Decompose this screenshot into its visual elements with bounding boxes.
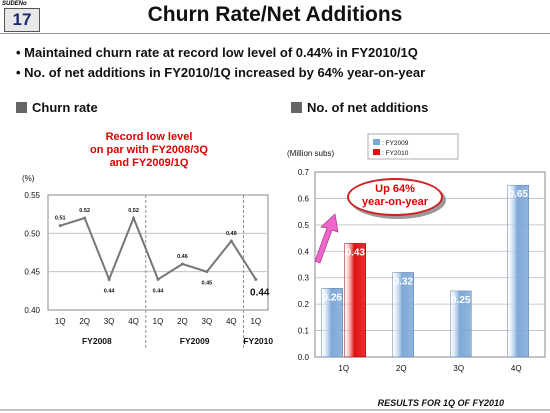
churn-y-tick: 0.45 [24,268,40,277]
churn-data-label: 0.52 [128,208,139,214]
netadd-bar-fy2010 [344,243,366,358]
netadd-y-tick: 0.6 [298,194,310,203]
callout-arrow-icon [314,213,339,264]
churn-data-point [180,262,184,266]
churn-data-label: 0.51 [55,216,66,222]
square-bullet-icon [16,102,27,113]
bullet-net-additions: • No. of net additions in FY2010/1Q incr… [16,65,426,80]
churn-data-label: 0.49 [226,231,237,237]
netadd-x-tick: 4Q [511,364,522,373]
netadd-x-tick: 3Q [453,364,464,373]
yoy-callout: Up 64% year-on-year [347,178,443,216]
churn-rate-chart: (%) 0.55 0.50 0.45 0.40 1Q 2Q 3Q 4Q 1Q 2Q 3Q 4Q 1Q FY2… [22,174,273,350]
legend-label-fy2010: : FY2010 [382,150,409,157]
netadd-bar-fy2009 [321,288,343,358]
churn-data-point [83,216,87,220]
legend-swatch-fy2010 [373,149,380,155]
title-divider [0,33,550,34]
netadd-legend [367,133,459,160]
churn-x-tick: 2Q [177,317,188,326]
yoy-callout-line-1: Up 64% [375,183,415,195]
churn-annotation-line-2: on par with FY2008/3Q [90,144,208,156]
footer-divider [0,409,550,411]
churn-x-tick: 3Q [202,317,213,326]
churn-x-tick: 2Q [79,317,90,326]
churn-annotation-line-1: Record low level [105,131,193,143]
churn-year-group-label: FY2008 [82,336,112,346]
churn-x-tick: 3Q [104,317,115,326]
churn-y-axis-label: (%) [22,174,35,183]
slide-number: 17 [4,8,40,32]
churn-y-tick: 0.50 [24,229,40,238]
netadd-section-heading: No. of net additions [291,100,428,115]
netadd-y-tick: 0.4 [298,247,310,256]
churn-year-group-label: FY2010 [243,336,273,346]
bullet-churn: • Maintained churn rate at record low le… [16,45,418,60]
legend-swatch-fy2009 [373,139,380,145]
churn-data-point [229,239,233,243]
churn-year-group-label: FY2009 [180,336,210,346]
churn-data-point [205,270,209,274]
netadd-x-tick: 2Q [396,364,407,373]
churn-annotation-line-3: and FY2009/1Q [109,157,189,169]
churn-data-point [254,277,258,281]
netadd-x-tick: 1Q [338,364,349,373]
churn-annotation: Record low level on par with FY2008/3Q a… [84,131,214,170]
churn-x-tick: 4Q [128,317,139,326]
churn-y-tick: 0.55 [24,191,40,200]
churn-data-label: 0.44 [153,288,165,294]
net-additions-chart: (Million subs) 0.7 0.6 0.5 0.4 0.3 0.2 0.1 0.0 1Q… [287,133,546,373]
churn-section-heading: Churn rate [16,100,98,115]
churn-data-point [156,277,160,281]
churn-data-point [107,277,111,281]
netadd-data-label: 0.32 [394,276,414,287]
netadd-y-tick: 0.2 [298,300,310,309]
netadd-data-label: 0.26 [323,292,343,303]
churn-data-label: 0.52 [79,208,90,214]
churn-x-tick: 1Q [55,317,66,326]
netadd-y-tick: 0.5 [298,221,310,230]
netadd-y-tick: 0.1 [298,327,310,336]
page-title: Churn Rate/Net Additions [147,3,403,26]
churn-data-label: 0.45 [202,281,213,287]
footer-text: RESULTS FOR 1Q OF FY2010 [377,398,504,408]
netadd-section-title: No. of net additions [307,100,429,115]
slide-number-label: SUDENo [2,1,27,7]
netadd-y-tick: 0.7 [298,168,310,177]
churn-plot-area [47,194,269,311]
netadd-data-label: 0.25 [451,295,471,306]
netadd-data-label: 0.65 [509,189,529,200]
netadd-bar-fy2009 [507,184,529,358]
netadd-bar-fy2009 [392,272,414,358]
square-bullet-icon [291,102,302,113]
yoy-callout-line-2: year-on-year [361,196,429,208]
netadd-y-axis-label: (Million subs) [287,149,334,158]
churn-x-tick: 1Q [250,317,261,326]
netadd-y-tick: 0.0 [298,353,310,362]
legend-label-fy2009: : FY2009 [382,140,409,147]
churn-data-label: 0.44 [250,287,270,298]
churn-data-label: 0.44 [104,288,116,294]
churn-section-title: Churn rate [32,100,98,115]
churn-data-label: 0.46 [177,254,188,260]
churn-data-point [132,216,136,220]
churn-x-tick: 1Q [153,317,164,326]
churn-data-point [58,224,62,228]
netadd-data-label: 0.43 [346,247,366,258]
netadd-bar-fy2009 [450,290,472,358]
churn-x-tick: 4Q [226,317,237,326]
churn-y-tick: 0.40 [24,306,40,315]
netadd-y-tick: 0.3 [298,274,310,283]
